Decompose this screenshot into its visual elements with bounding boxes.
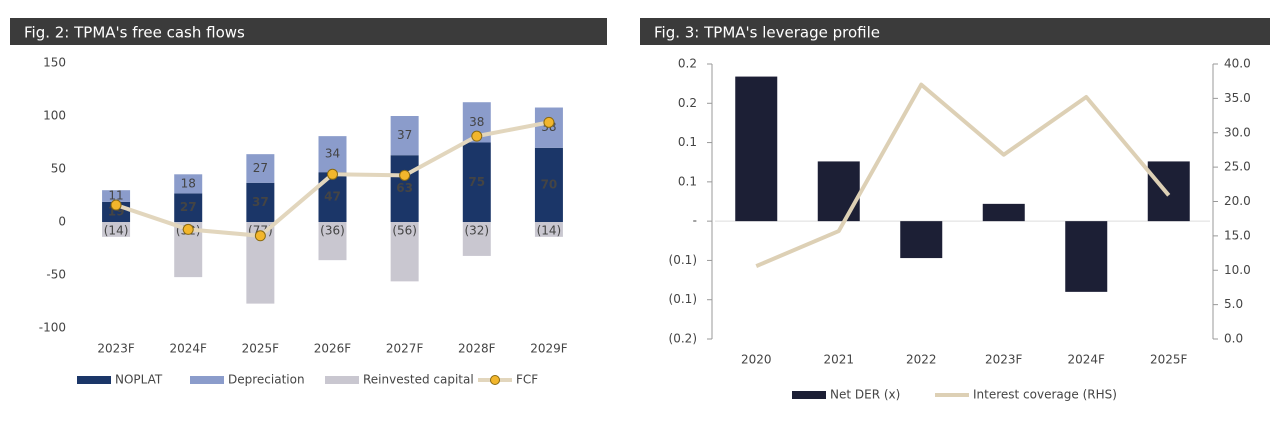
- x-tick-label: 2025F: [242, 342, 280, 356]
- data-label: (14): [537, 224, 562, 238]
- bar: [318, 136, 347, 173]
- data-label: 34: [325, 147, 340, 161]
- y2-tick-label: 20.0: [1224, 194, 1251, 208]
- chart-title: Fig. 3: TPMA's leverage profile: [654, 24, 880, 42]
- legend-swatch: [490, 375, 500, 385]
- bar: [390, 222, 419, 282]
- line: [755, 82, 1171, 268]
- data-label: (36): [320, 224, 345, 238]
- legend-label: Interest coverage (RHS): [973, 388, 1117, 402]
- data-label: 75: [468, 175, 485, 189]
- line-marker: [399, 169, 411, 181]
- x-tick-label: 2027F: [386, 342, 424, 356]
- x-tick-label: 2026F: [314, 342, 352, 356]
- legend-label: Net DER (x): [830, 388, 900, 402]
- data-label: (32): [464, 224, 489, 238]
- title-bar: [640, 18, 1270, 45]
- data-label: 47: [324, 190, 341, 204]
- y-tick-label: 150: [43, 56, 66, 70]
- y2-tick-label: 15.0: [1224, 228, 1251, 242]
- y-tick-label: -100: [39, 321, 66, 335]
- y-tick-label: (0.1): [669, 253, 697, 267]
- y-tick-label: -: [693, 214, 697, 228]
- legend-label: NOPLAT: [115, 373, 163, 387]
- bar: [817, 161, 860, 222]
- y-tick-label: 0.2: [678, 57, 697, 71]
- bar: [735, 76, 778, 222]
- legend-swatch: [325, 376, 359, 384]
- legend-label: Reinvested capital: [363, 373, 474, 387]
- y-tick-label: 0.2: [678, 96, 697, 110]
- y-tick-label: 0.1: [678, 174, 697, 188]
- legend-swatch: [792, 391, 826, 399]
- y-tick-label: 0: [58, 215, 66, 229]
- line-marker: [327, 168, 338, 180]
- bar: [534, 222, 563, 237]
- x-tick-label: 2021: [823, 353, 854, 367]
- bar: [534, 147, 563, 222]
- x-tick-label: 2028F: [458, 342, 496, 356]
- chart-title: Fig. 2: TPMA's free cash flows: [24, 24, 245, 42]
- x-tick-label: 2022: [906, 353, 937, 367]
- bar: [390, 155, 419, 222]
- data-label: 27: [253, 161, 268, 175]
- data-label: (56): [392, 224, 417, 238]
- bar: [174, 193, 203, 222]
- x-tick-label: 2024F: [169, 342, 207, 356]
- legend-label: FCF: [516, 373, 538, 387]
- line-marker: [471, 130, 483, 142]
- bar: [246, 182, 275, 222]
- x-tick-label: 2029F: [530, 342, 568, 356]
- x-tick-label: 2020: [741, 353, 772, 367]
- x-tick-label: 2023F: [985, 353, 1023, 367]
- bar: [174, 174, 203, 194]
- legend-swatch: [77, 376, 111, 384]
- bar: [1065, 221, 1108, 292]
- bar: [1147, 161, 1190, 222]
- y2-tick-label: 40.0: [1224, 57, 1251, 71]
- data-label: 38: [469, 115, 484, 129]
- bar: [462, 222, 491, 256]
- x-tick-label: 2023F: [97, 342, 135, 356]
- data-label: 37: [252, 195, 269, 209]
- bar: [102, 222, 131, 237]
- data-label: 11: [108, 189, 123, 203]
- line-marker: [254, 230, 266, 242]
- x-tick-label: 2025F: [1150, 353, 1188, 367]
- title-bar: [10, 18, 607, 45]
- line-marker: [110, 199, 122, 211]
- bar: [462, 142, 491, 222]
- data-label: 37: [397, 128, 412, 142]
- y-tick-label: 0.1: [678, 135, 697, 149]
- y2-tick-label: 0.0: [1224, 332, 1243, 346]
- y2-tick-label: 30.0: [1224, 125, 1251, 139]
- legend-swatch: [190, 376, 224, 384]
- y2-tick-label: 10.0: [1224, 263, 1251, 277]
- bar: [390, 116, 419, 156]
- data-label: (14): [104, 224, 129, 238]
- y2-tick-label: 35.0: [1224, 91, 1251, 105]
- y-tick-label: (0.1): [669, 292, 697, 306]
- line-marker: [182, 223, 194, 235]
- bar: [982, 203, 1025, 222]
- y-tick-label: 50: [51, 162, 66, 176]
- bar: [102, 190, 131, 202]
- y-tick-label: (0.2): [669, 332, 697, 346]
- data-label: 27: [180, 200, 197, 214]
- y-tick-label: -50: [46, 268, 66, 282]
- legend-label: Depreciation: [228, 373, 305, 387]
- y2-tick-label: 5.0: [1224, 297, 1243, 311]
- bar: [246, 154, 275, 183]
- data-label: 18: [181, 176, 196, 190]
- data-label: 63: [396, 181, 413, 195]
- y-tick-label: 100: [43, 109, 66, 123]
- y2-tick-label: 25.0: [1224, 160, 1251, 174]
- data-label: 70: [541, 177, 558, 191]
- bar: [318, 222, 347, 261]
- bar: [900, 221, 943, 259]
- x-tick-label: 2024F: [1068, 353, 1106, 367]
- line-marker: [543, 116, 555, 128]
